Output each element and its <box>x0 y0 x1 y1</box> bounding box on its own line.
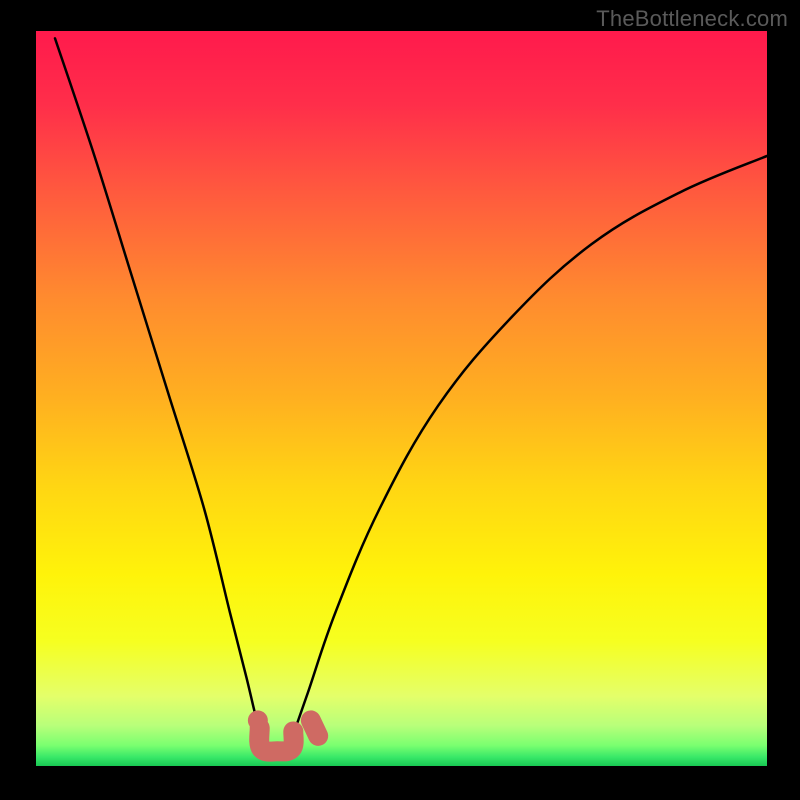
plot-gradient-background <box>36 31 767 766</box>
watermark-text: TheBottleneck.com <box>596 6 788 32</box>
chart-svg <box>0 0 800 800</box>
valley-marker-dot <box>248 710 268 730</box>
chart-stage: TheBottleneck.com <box>0 0 800 800</box>
valley-marker-tick <box>311 720 318 735</box>
